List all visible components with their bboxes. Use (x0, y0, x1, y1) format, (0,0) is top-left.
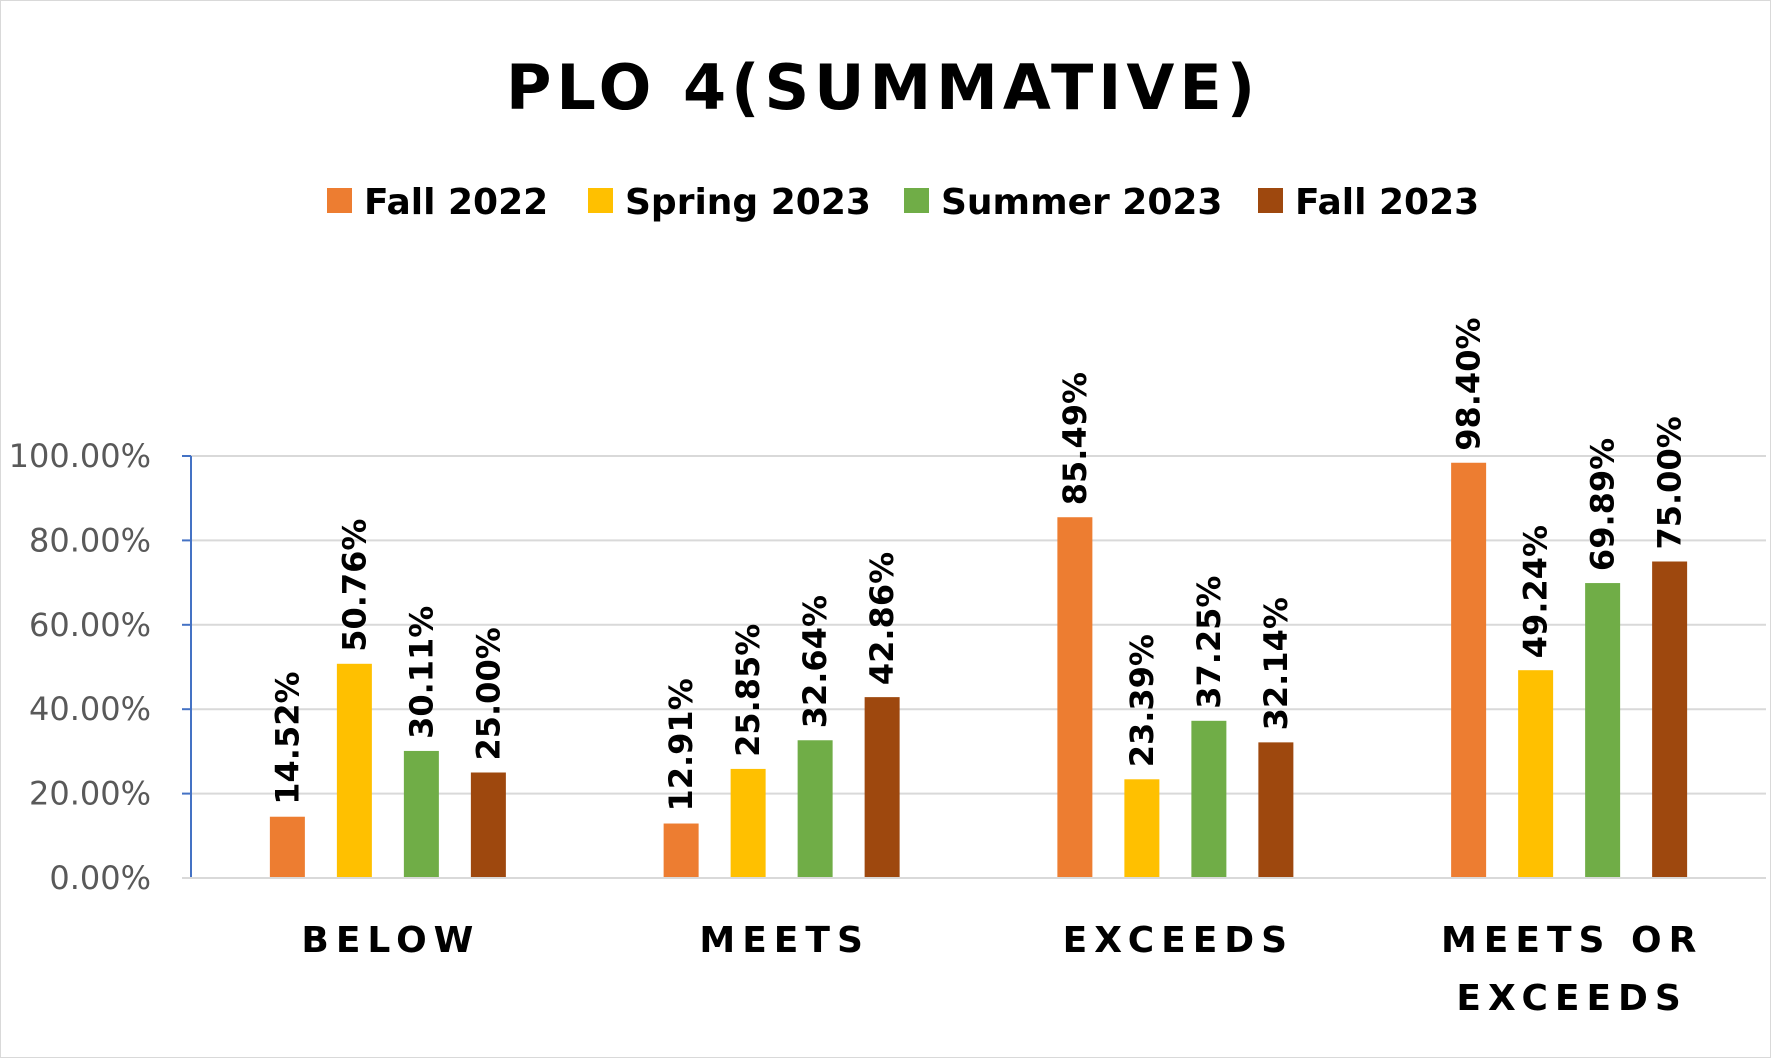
data-label: 30.11% (402, 606, 440, 739)
x-category-label: EXCEEDS (1456, 978, 1687, 1019)
legend-swatch-spring-2023 (588, 188, 613, 213)
y-axis: 0.00% 20.00% 40.00% 60.00% 80.00% 100.00% (9, 437, 192, 897)
legend-label-fall-2022: Fall 2022 (364, 182, 548, 223)
bar-spring-2023-below (336, 663, 372, 878)
bars (269, 462, 1688, 878)
legend: Fall 2022 Spring 2023 Summer 2023 Fall 2023 (327, 182, 1479, 223)
data-label: 25.85% (729, 624, 767, 757)
data-label: 49.24% (1517, 525, 1555, 658)
legend-label-fall-2023: Fall 2023 (1295, 182, 1479, 223)
bar-spring-2023-meets (730, 768, 766, 878)
bar-summer-2023-below (403, 750, 439, 878)
data-label: 37.25% (1190, 576, 1228, 709)
y-tick-label: 0.00% (49, 859, 151, 897)
data-label: 14.52% (268, 671, 306, 804)
data-label: 32.64% (796, 595, 834, 728)
bar-fall-2022-exceeds (1057, 517, 1093, 878)
bar-fall-2023-exceeds (1258, 742, 1294, 878)
data-label: 98.40% (1450, 317, 1488, 450)
x-axis: BELOW MEETS EXCEEDS MEETS OR EXCEEDS (182, 877, 1766, 1019)
y-tick-label: 40.00% (29, 690, 151, 728)
bar-fall-2022-meets-or-exceeds (1451, 462, 1487, 878)
y-tick-label: 100.00% (9, 437, 151, 475)
bar-spring-2023-meets-or-exceeds (1518, 670, 1554, 878)
bar-summer-2023-exceeds (1191, 720, 1227, 878)
legend-swatch-summer-2023 (904, 188, 929, 213)
chart-title: PLO 4(SUMMATIVE) (506, 51, 1260, 124)
x-category-label: EXCEEDS (1063, 920, 1294, 961)
legend-label-summer-2023: Summer 2023 (941, 182, 1222, 223)
data-label: 32.14% (1257, 597, 1295, 730)
data-label: 25.00% (469, 627, 507, 760)
legend-swatch-fall-2022 (327, 188, 352, 213)
legend-label-spring-2023: Spring 2023 (625, 182, 871, 223)
bar-fall-2023-below (470, 772, 506, 878)
bar-fall-2023-meets (864, 697, 900, 878)
x-category-label: BELOW (301, 920, 480, 961)
y-tick-label: 80.00% (29, 521, 151, 559)
y-tick-label: 20.00% (29, 775, 151, 813)
data-label: 85.49% (1056, 372, 1094, 505)
x-category-label: MEETS OR (1441, 920, 1703, 961)
data-label: 50.76% (335, 519, 373, 652)
bar-summer-2023-meets-or-exceeds (1585, 583, 1621, 878)
x-category-label: MEETS (699, 920, 870, 961)
data-label: 69.89% (1584, 438, 1622, 571)
bar-fall-2022-below (269, 816, 305, 878)
bar-summer-2023-meets (797, 740, 833, 878)
data-label: 23.39% (1123, 634, 1161, 767)
bar-spring-2023-exceeds (1124, 779, 1160, 878)
legend-swatch-fall-2023 (1258, 188, 1283, 213)
bar-fall-2023-meets-or-exceeds (1652, 561, 1688, 878)
data-labels: 14.52% 50.76% 30.11% 25.00% 12.91% 25.85% 32.6… (268, 317, 1688, 811)
data-label: 12.91% (662, 678, 700, 811)
data-label: 75.00% (1651, 416, 1689, 549)
bar-fall-2022-meets (663, 823, 699, 878)
data-label: 42.86% (863, 552, 901, 685)
y-tick-label: 60.00% (29, 606, 151, 644)
